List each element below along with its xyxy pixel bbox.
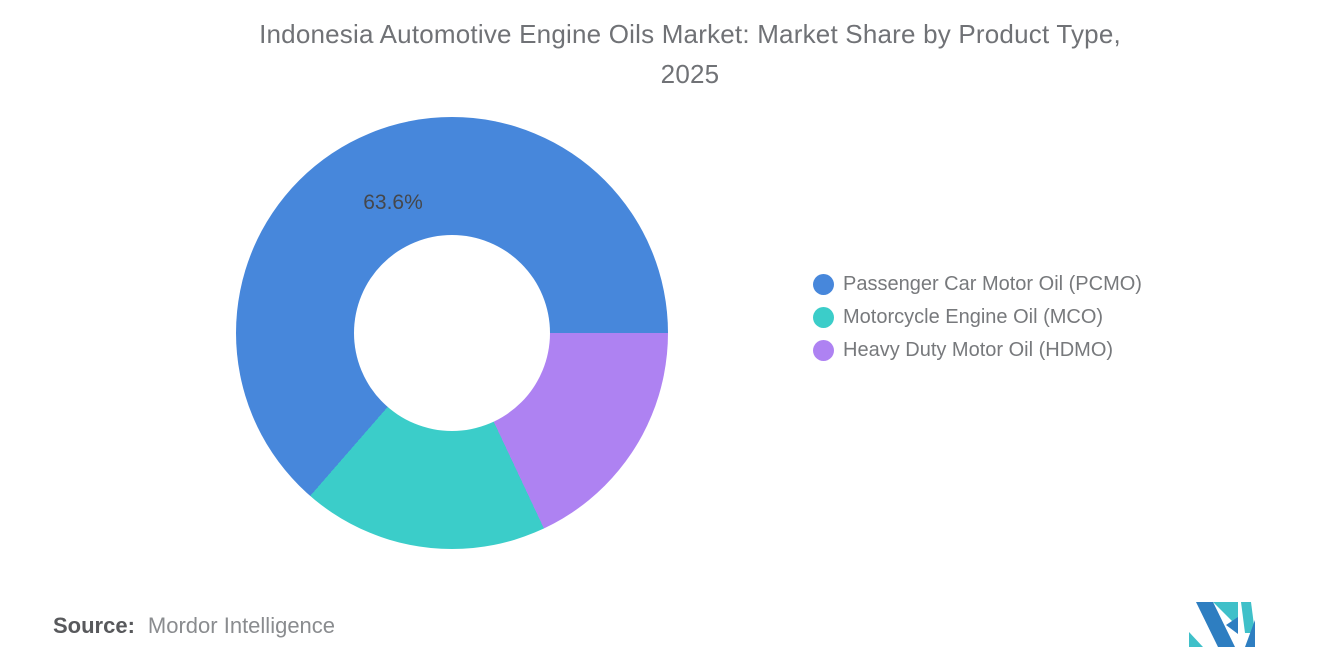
logo-blue-left-diagonal xyxy=(1196,602,1235,647)
logo-teal-middle xyxy=(1213,602,1238,627)
logo-teal-right-bar xyxy=(1241,602,1255,633)
legend-label-mco: Motorcycle Engine Oil (MCO) xyxy=(843,306,1104,328)
pcmo-slice-label: 63.6% xyxy=(363,191,423,214)
source-line: Source: Mordor Intelligence xyxy=(53,613,335,639)
logo-teal-left-triangle xyxy=(1189,632,1203,647)
legend-item-hdmo[interactable]: Heavy Duty Motor Oil (HDMO) xyxy=(813,334,1142,367)
legend-item-pcmo[interactable]: Passenger Car Motor Oil (PCMO) xyxy=(813,268,1142,301)
donut-chart: 63.6% xyxy=(236,117,668,549)
logo-blue-middle-triangle xyxy=(1226,617,1238,634)
donut-hole xyxy=(354,235,550,431)
chart-title-line1: Indonesia Automotive Engine Oils Market:… xyxy=(259,19,1121,49)
legend-label-pcmo: Passenger Car Motor Oil (PCMO) xyxy=(843,273,1142,295)
mordor-intelligence-logo-icon xyxy=(1189,602,1255,647)
legend-marker-hdmo-icon xyxy=(813,340,834,361)
chart-title: Indonesia Automotive Engine Oils Market:… xyxy=(60,14,1320,94)
logo-blue-right-triangle xyxy=(1245,620,1255,647)
legend-marker-mco-icon xyxy=(813,307,834,328)
legend-marker-pcmo-icon xyxy=(813,274,834,295)
source-name: Mordor Intelligence xyxy=(147,613,336,638)
chart-title-line2: 2025 xyxy=(660,59,720,89)
source-prefix: Source: xyxy=(53,613,135,638)
legend-label-hdmo: Heavy Duty Motor Oil (HDMO) xyxy=(843,339,1114,361)
legend: Passenger Car Motor Oil (PCMO) Motorcycl… xyxy=(813,268,1142,367)
legend-item-mco[interactable]: Motorcycle Engine Oil (MCO) xyxy=(813,301,1142,334)
